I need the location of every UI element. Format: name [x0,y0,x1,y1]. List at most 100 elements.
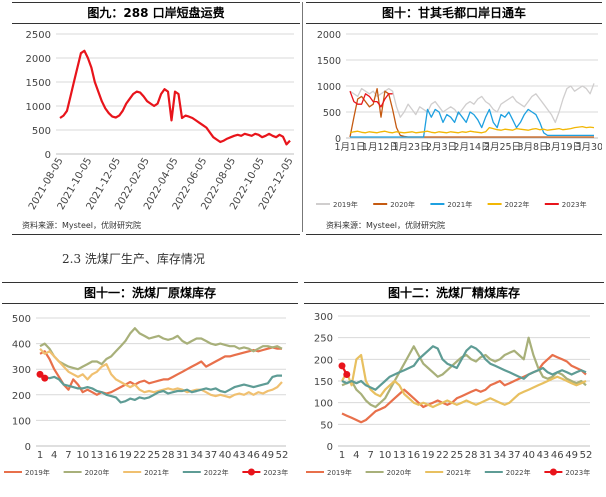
fig11-y-tick-label: 400 [12,340,31,351]
fig10-x-tick-label: 2月3日 [426,142,457,153]
figure-9-bottom-rule [12,234,300,235]
fig11-x-tick-label: 34 [190,450,203,461]
fig12-series-2022年 [341,345,587,391]
fig9-y-tick-label: 2500 [26,30,51,41]
fig12-point [338,362,346,370]
fig12-legend-label: 2023年 [565,468,590,477]
fig10-y-tick-label: 1500 [317,56,341,67]
fig10-series-2022年 [349,125,595,134]
fig12-x-tick-label: 1 [339,450,345,461]
fig12-x-tick-label: 40 [522,450,535,461]
fig11-x-tick-label: 40 [219,450,232,461]
figure-12-panel: 图十二：洗煤厂精煤库存 0 50 100 150 200 250 300 1 4 7 10 13 16 1… [304,282,604,496]
fig12-x-tick-label: 13 [393,450,406,461]
fig12-legend-marker [549,468,557,476]
fig10-legend-label: 2022年 [505,200,530,209]
fig11-x-tick-label: 31 [176,450,189,461]
figure-10-chart: 05001000150020001月1日1月12日1月23日2月3日2月14日2… [316,30,602,209]
fig9-y-tick-label: 2000 [26,54,51,65]
fig11-x-tick-label: 43 [233,450,246,461]
fig12-y-tick-label: 200 [314,355,333,366]
fig12-y-tick-label: 0 [327,442,333,453]
fig10-y-tick-label: 2000 [317,30,341,41]
fig12-x-tick-label: 10 [379,450,392,461]
fig9-series-短盘运费 [59,49,291,146]
fig11-legend-label: 2020年 [85,468,110,477]
panel-divider [302,2,303,232]
fig12-x-tick-label: 7 [368,450,374,461]
fig11-series-2021年 [39,347,283,399]
fig10-legend-label: 2019年 [333,200,358,209]
figure-11-panel: 图十一：洗煤厂原煤库存 0 100 200 300 400 500 1 4 7 10 13 16 19 2… [2,282,298,496]
fig10-x-tick-label: 3月19日 [545,142,582,153]
fig11-x-tick-label: 22 [133,450,146,461]
fig12-x-tick-label: 37 [508,450,521,461]
fig10-x-tick-label: 2月25日 [484,142,521,153]
fig10-y-tick-label: 500 [323,108,341,119]
fig10-x-tick-label: 1月1日 [334,142,365,153]
fig11-x-tick-label: 37 [204,450,217,461]
fig10-series-2021年 [350,108,594,138]
fig10-series-2020年 [349,87,594,138]
fig11-series-2022年 [39,374,282,404]
figure-11-title: 图十一：洗煤厂原煤库存 [2,282,298,304]
fig12-x-tick-label: 46 [551,450,564,461]
fig10-x-tick-label: 2月14日 [453,142,490,153]
fig12-point [343,371,351,378]
fig11-x-tick-label: 13 [91,450,104,461]
fig11-x-tick-label: 19 [119,450,132,461]
fig11-y-tick-label: 300 [12,365,31,376]
fig12-legend-label: 2019年 [327,468,352,477]
fig12-x-tick-label: 43 [537,450,550,461]
fig9-y-tick-label: 1000 [26,102,51,113]
fig10-series-2023年 [349,90,393,108]
fig12-x-tick-label: 31 [479,450,492,461]
figure-9-panel: 图九：288 口岸短盘运费 0 500 1000 1500 2000 2500 2021-0… [12,2,300,234]
fig9-y-tick-label: 1500 [26,78,51,89]
fig11-point [41,374,49,382]
fig11-x-tick-label: 49 [261,450,274,461]
fig11-legend-label: 2021年 [144,468,169,477]
fig10-x-tick-label: 3月30日 [575,142,602,153]
fig11-x-tick-label: 10 [76,450,89,461]
figure-10-source: 资料来源：Mysteel，优财研究院 [326,221,446,230]
figure-10-title: 图十：甘其毛都口岸日通车 [306,2,602,24]
figure-10-panel: 图十：甘其毛都口岸日通车 0 500 1000 1500 2000 1月1日 1月12日 1月… [306,2,602,234]
fig11-x-tick-label: 25 [148,450,161,461]
fig12-x-tick-label: 16 [407,450,420,461]
fig10-y-tick-label: 0 [335,134,341,145]
fig12-x-tick-label: 4 [353,450,359,461]
fig10-x-tick-label: 1月12日 [362,142,399,153]
fig10-x-tick-label: 3月8日 [517,142,548,153]
fig12-series-2021年 [341,353,587,409]
fig10-legend-label: 2023年 [562,200,587,209]
fig11-point [36,370,44,378]
fig12-x-tick-label: 19 [422,450,435,461]
fig11-legend-marker [247,468,255,476]
fig12-x-tick-label: 28 [465,450,478,461]
fig12-x-tick-label: 25 [450,450,463,461]
fig12-x-tick-label: 49 [565,450,578,461]
fig11-legend-label: 2023年 [263,468,288,477]
figure-12-title: 图十二：洗煤厂精煤库存 [304,282,604,304]
fig12-x-tick-label: 22 [436,450,449,461]
fig12-x-tick-label: 52 [580,450,593,461]
figure-12-chart: 0 50 100 150 200 250 300 1 4 7 10 13 16 19 22 25 28 31 34 3… [306,312,593,477]
fig10-series-2019年 [349,83,595,124]
section-heading: 2.3 洗煤厂生产、库存情况 [62,252,205,266]
fig11-legend-label: 2022年 [204,468,229,477]
fig12-y-tick-label: 300 [314,312,333,323]
fig10-legend-label: 2021年 [447,200,472,209]
figure-9-source: 资料来源：Mysteel，优财研究院 [22,221,142,230]
fig10-x-tick-label: 1月23日 [392,142,429,153]
fig11-y-tick-label: 500 [12,314,31,325]
fig11-series-2020年 [39,327,283,371]
fig9-y-tick-label: 0 [45,150,51,161]
fig12-y-tick-label: 250 [314,334,333,345]
figure-10-bottom-rule [306,234,602,235]
fig11-x-tick-label: 46 [247,450,260,461]
fig11-x-tick-label: 28 [162,450,175,461]
fig12-legend-label: 2022年 [506,468,531,477]
figure-9-chart: 050010001500200025002021-08-052021-10-05… [26,30,296,212]
